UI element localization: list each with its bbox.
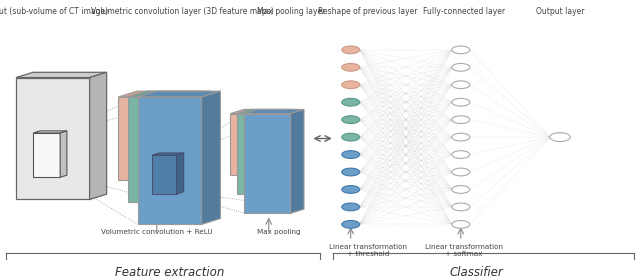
Circle shape [452, 81, 470, 89]
Circle shape [452, 116, 470, 124]
Polygon shape [60, 131, 67, 177]
Polygon shape [177, 153, 184, 194]
Polygon shape [192, 91, 211, 202]
Circle shape [452, 168, 470, 176]
Circle shape [452, 98, 470, 106]
Circle shape [452, 220, 470, 228]
Circle shape [452, 46, 470, 54]
Circle shape [342, 168, 360, 176]
Polygon shape [118, 91, 201, 97]
Text: Feature extraction: Feature extraction [115, 266, 224, 277]
Polygon shape [291, 109, 304, 213]
Circle shape [342, 81, 360, 89]
Text: Reshape of previous layer: Reshape of previous layer [318, 7, 418, 16]
Circle shape [342, 220, 360, 228]
Text: Output layer: Output layer [536, 7, 584, 16]
Polygon shape [152, 153, 184, 155]
Polygon shape [16, 72, 107, 78]
Text: Volumetric convolution layer (3D feature maps): Volumetric convolution layer (3D feature… [91, 7, 274, 16]
Polygon shape [276, 109, 290, 175]
Circle shape [452, 186, 470, 193]
Circle shape [342, 186, 360, 193]
Polygon shape [230, 109, 290, 114]
Text: Max pooling layer: Max pooling layer [257, 7, 325, 16]
Circle shape [342, 63, 360, 71]
Polygon shape [138, 97, 202, 224]
Circle shape [342, 98, 360, 106]
Text: Fully-connected layer: Fully-connected layer [423, 7, 505, 16]
Polygon shape [138, 91, 220, 97]
Polygon shape [33, 133, 60, 177]
Circle shape [342, 116, 360, 124]
Text: Classifier: Classifier [450, 266, 504, 277]
Polygon shape [283, 109, 296, 194]
Polygon shape [128, 97, 192, 202]
Polygon shape [33, 131, 67, 133]
Circle shape [550, 133, 570, 142]
Circle shape [452, 203, 470, 211]
Polygon shape [182, 91, 201, 180]
Circle shape [342, 133, 360, 141]
Polygon shape [90, 72, 107, 199]
Text: Volumetric convolution + ReLU: Volumetric convolution + ReLU [101, 229, 212, 235]
Circle shape [452, 63, 470, 71]
Circle shape [452, 151, 470, 158]
Polygon shape [152, 155, 177, 194]
Circle shape [342, 46, 360, 54]
Polygon shape [244, 114, 291, 213]
Polygon shape [244, 109, 304, 114]
Circle shape [342, 151, 360, 158]
Text: Input (sub-volume of CT image): Input (sub-volume of CT image) [0, 7, 109, 16]
Text: Max pooling: Max pooling [257, 229, 300, 235]
Polygon shape [128, 91, 211, 97]
Circle shape [342, 203, 360, 211]
Polygon shape [16, 78, 90, 199]
Polygon shape [202, 91, 220, 224]
Polygon shape [230, 114, 276, 175]
Polygon shape [118, 97, 182, 180]
Polygon shape [237, 109, 296, 114]
Circle shape [452, 133, 470, 141]
Text: Linear transformation
+ threshold: Linear transformation + threshold [329, 244, 407, 257]
Polygon shape [237, 114, 283, 194]
Text: Linear transformation
+ softmax: Linear transformation + softmax [425, 244, 503, 257]
